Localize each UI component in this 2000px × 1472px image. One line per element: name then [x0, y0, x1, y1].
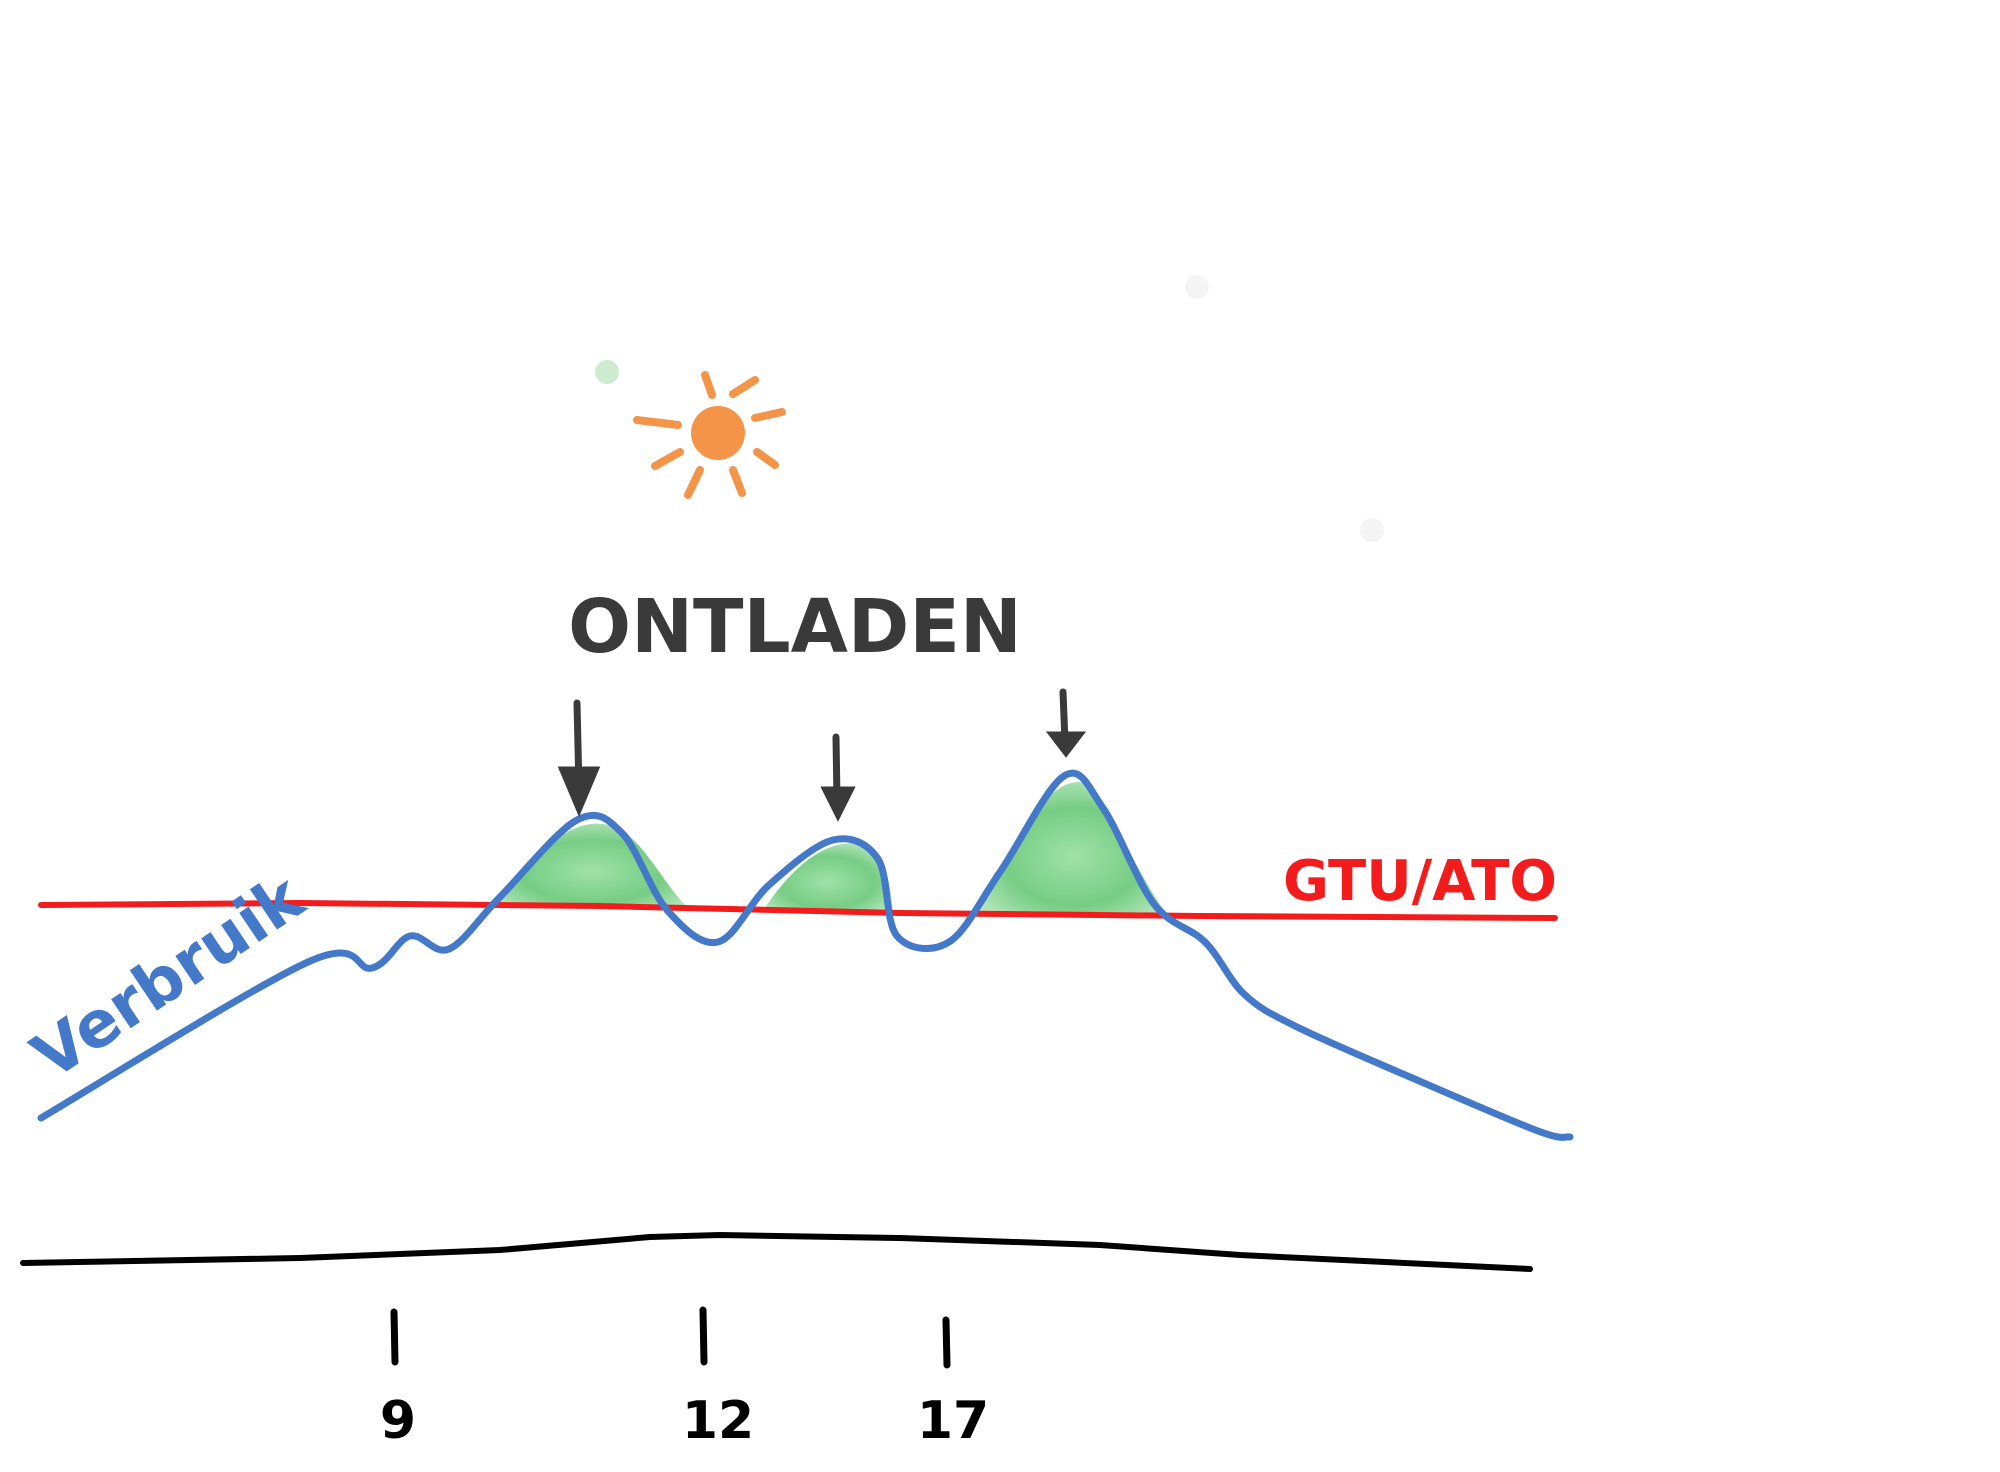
tick-label: 9	[380, 1391, 416, 1451]
tick-label: 17	[917, 1391, 989, 1451]
time-axis	[20, 1231, 1533, 1272]
discharge-area	[978, 781, 1170, 918]
arrows	[557, 688, 1087, 822]
axis-ticks	[390, 1306, 951, 1369]
title: ONTLADEN	[568, 584, 1022, 670]
dot	[595, 360, 619, 384]
discharge-area	[492, 823, 692, 911]
discharge-area	[762, 842, 893, 914]
consumption-curve	[37, 769, 1574, 1141]
threshold-label: GTU/ATO	[1283, 849, 1557, 914]
dot	[1360, 518, 1384, 542]
sun	[633, 371, 786, 499]
tick-label: 12	[682, 1391, 754, 1451]
dot	[1185, 275, 1209, 299]
